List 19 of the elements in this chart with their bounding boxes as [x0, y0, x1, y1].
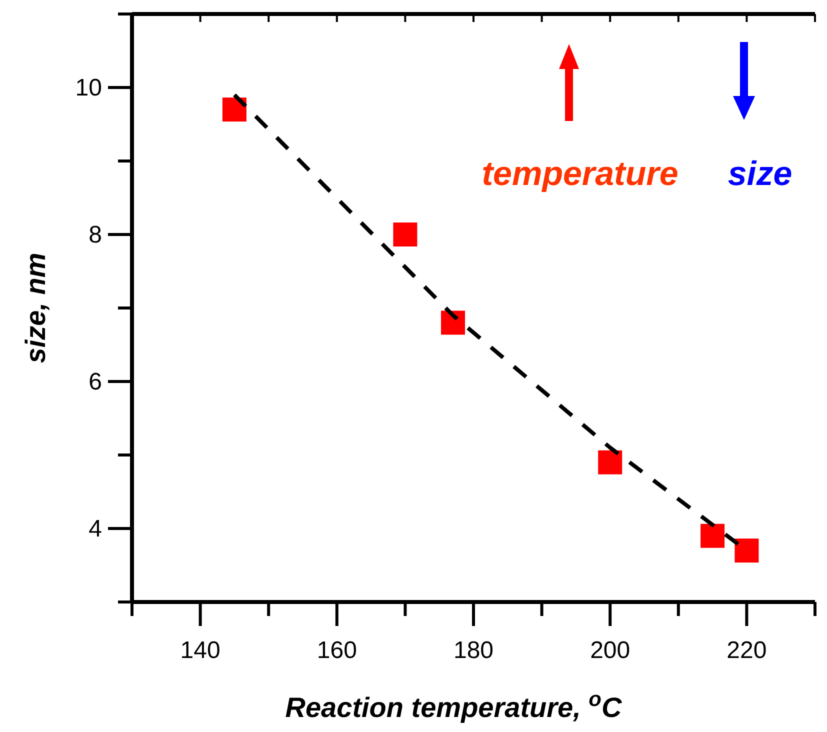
x-tick-label: 200 [590, 637, 630, 664]
x-tick-label: 220 [726, 637, 767, 664]
y-tick-label: 4 [88, 516, 102, 542]
x-tick-label: 140 [180, 637, 220, 664]
point [734, 538, 759, 563]
point [598, 450, 622, 474]
annotation: size [728, 155, 792, 193]
point [222, 98, 246, 122]
y-tick-label: 6 [88, 368, 102, 396]
y-axis-title: size, nm [20, 252, 51, 364]
point [700, 524, 725, 548]
x-tick-label: 160 [316, 637, 357, 664]
y-tick-label: 10 [75, 74, 102, 102]
point [393, 222, 418, 246]
x-tick-label: 180 [453, 637, 494, 664]
annotation: temperature [482, 155, 678, 193]
y-tick-label: 8 [88, 222, 102, 248]
point [441, 310, 466, 335]
x-axis-title: Reaction temperature, $^{o}$C [285, 688, 623, 723]
